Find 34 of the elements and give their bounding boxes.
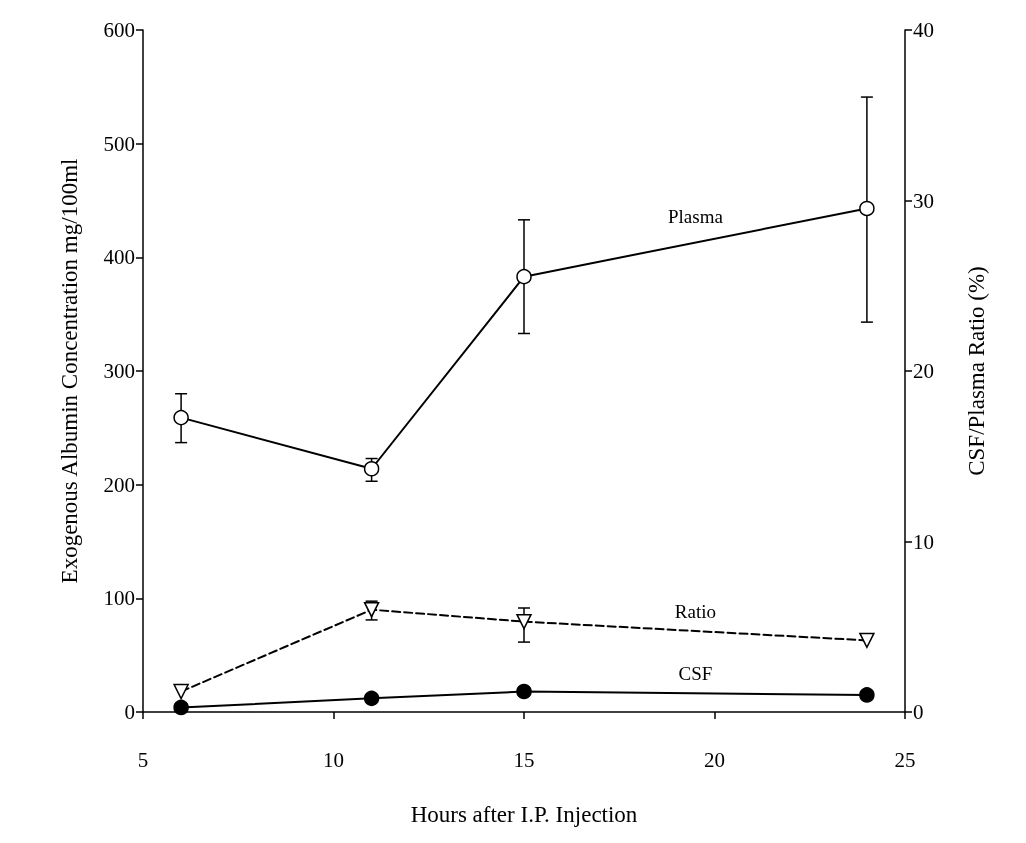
point: [173, 699, 189, 716]
point: [859, 632, 875, 649]
point: [859, 200, 875, 217]
point: [516, 268, 532, 285]
point: [173, 683, 189, 700]
x-tick-label: 15: [513, 747, 535, 772]
y-tick-label: 300: [103, 359, 135, 383]
series-label: CSF: [678, 662, 713, 684]
y-tick-label: 600: [103, 18, 135, 42]
y2-axis-title: CSF/Plasma Ratio (%): [964, 266, 989, 476]
y-tick-label: 400: [103, 245, 135, 270]
point: [173, 409, 189, 426]
y-tick-label: 100: [103, 586, 135, 611]
x-tick-label: 20: [704, 747, 725, 772]
point: [516, 683, 532, 700]
y2-tick-label: 20: [913, 359, 934, 383]
y-tick-label: 200: [103, 472, 135, 497]
y2-tick-label: 10: [913, 529, 934, 554]
x-axis-title: Hours after I.P. Injection: [410, 802, 638, 827]
point: [363, 690, 380, 707]
series-label: Plasma: [668, 206, 724, 228]
y-tick-label: 0: [124, 700, 135, 724]
x-tick-label: 25: [894, 747, 916, 772]
x-tick-label: 5: [137, 747, 149, 772]
y2-tick-label: 0: [913, 700, 924, 724]
point: [859, 687, 875, 703]
y2-tick-label: 40: [913, 18, 934, 42]
series-label: Ratio: [674, 600, 717, 622]
y2-tick-label: 30: [913, 188, 934, 213]
y-tick-label: 500: [103, 131, 135, 156]
point: [516, 613, 532, 630]
x-tick-label: 10: [323, 747, 344, 772]
y-axis-title: Exogenous Albumin Concentration mg/100ml: [57, 158, 82, 584]
point: [363, 461, 380, 477]
